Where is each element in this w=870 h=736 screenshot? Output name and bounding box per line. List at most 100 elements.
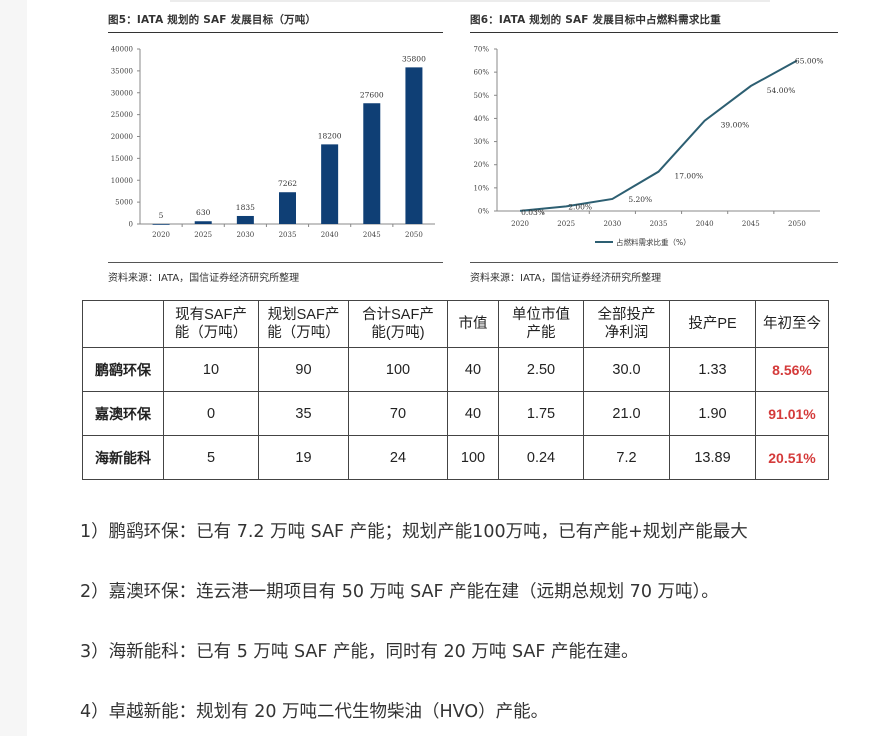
svg-text:0%: 0% — [478, 208, 489, 216]
svg-text:占燃料需求比重（%）: 占燃料需求比重（%） — [616, 237, 691, 247]
table-row: 嘉澳环保 0 35 70 40 1.75 21.0 1.90 91.01% — [82, 391, 829, 436]
header-pe: 投产PE — [669, 300, 756, 348]
svg-text:5000: 5000 — [115, 199, 133, 207]
header-market-cap: 市值 — [447, 300, 499, 348]
svg-text:10%: 10% — [473, 184, 489, 192]
ytd-return: 8.56% — [755, 347, 829, 392]
header-existing-capacity: 现有SAF产 能（万吨） — [163, 300, 259, 348]
total-capacity: 100 — [348, 347, 448, 392]
svg-text:30000: 30000 — [111, 89, 133, 97]
header-ytd: 年初至今 — [755, 300, 829, 348]
svg-text:630: 630 — [196, 208, 211, 217]
company-name: 海新能科 — [82, 435, 164, 480]
market-cap: 100 — [447, 435, 499, 480]
svg-text:18200: 18200 — [318, 131, 342, 140]
svg-text:2020: 2020 — [152, 231, 170, 239]
line-chart: 0% 10% 20% 30% 40% 50% 60% 70% 2020 2025 2030 2035 2… — [473, 46, 824, 248]
table-row: 海新能科 5 19 24 100 0.24 7.2 13.89 20.51% — [82, 435, 829, 480]
bar-chart: 0 5000 10000 15000 20000 25000 30000 35000 40000… — [111, 46, 435, 239]
svg-text:20%: 20% — [473, 161, 489, 169]
svg-text:2035: 2035 — [279, 231, 297, 239]
svg-text:17.00%: 17.00% — [675, 172, 704, 181]
table-row: 鹏鹞环保 10 90 100 40 2.50 30.0 1.33 8.56% — [82, 347, 829, 392]
market-cap: 40 — [447, 391, 499, 436]
svg-text:2035: 2035 — [650, 220, 668, 228]
figure-5-title: 图5：IATA 规划的 SAF 发展目标（万吨） — [108, 12, 443, 33]
total-capacity: 24 — [348, 435, 448, 480]
full-profit: 30.0 — [583, 347, 670, 392]
svg-text:0.03%: 0.03% — [521, 208, 545, 217]
svg-text:70%: 70% — [473, 46, 489, 54]
company-name: 鹏鹞环保 — [82, 347, 164, 392]
figure-6: 图6：IATA 规划的 SAF 发展目标中占燃料需求比重 — [470, 12, 838, 33]
svg-text:2050: 2050 — [405, 231, 423, 239]
saf-capacity-table: 现有SAF产 能（万吨） 规划SAF产 能（万吨） 合计SAF产 能(万吨) 市值 单… — [82, 300, 829, 480]
svg-text:15000: 15000 — [111, 155, 133, 163]
total-capacity: 70 — [348, 391, 448, 436]
svg-text:50%: 50% — [473, 92, 489, 100]
svg-text:2050: 2050 — [788, 220, 806, 228]
svg-text:2045: 2045 — [363, 231, 381, 239]
planned-capacity: 35 — [258, 391, 349, 436]
header-blank — [82, 300, 164, 348]
svg-text:30%: 30% — [473, 138, 489, 146]
svg-text:5: 5 — [159, 211, 164, 220]
ytd-return: 20.51% — [755, 435, 829, 480]
svg-text:10000: 10000 — [111, 177, 133, 185]
divider — [170, 0, 770, 2]
header-planned-capacity: 规划SAF产 能（万吨） — [258, 300, 349, 348]
svg-text:40%: 40% — [473, 115, 489, 123]
svg-text:27600: 27600 — [360, 90, 384, 99]
paragraph-4: 4）卓越新能：规划有 20 万吨二代生物柴油（HVO）产能。 — [80, 702, 549, 722]
pe: 13.89 — [669, 435, 756, 480]
header-total-capacity: 合计SAF产 能(万吨) — [348, 300, 448, 348]
svg-text:5.20%: 5.20% — [628, 195, 652, 204]
svg-text:39.00%: 39.00% — [721, 121, 750, 130]
svg-text:65.00%: 65.00% — [795, 57, 824, 66]
company-name: 嘉澳环保 — [82, 391, 164, 436]
capacity-per-mcap: 1.75 — [498, 391, 584, 436]
pe: 1.33 — [669, 347, 756, 392]
svg-text:2.00%: 2.00% — [568, 202, 592, 211]
paragraph-3: 3）海新能科：已有 5 万吨 SAF 产能，同时有 20 万吨 SAF 产能在建… — [80, 642, 639, 662]
svg-text:2025: 2025 — [194, 231, 212, 239]
svg-text:60%: 60% — [473, 69, 489, 77]
figure-5-source: 资料来源：IATA，国信证券经济研究所整理 — [108, 262, 443, 284]
svg-text:7262: 7262 — [278, 179, 297, 188]
svg-text:2040: 2040 — [696, 220, 714, 228]
svg-text:2040: 2040 — [321, 231, 339, 239]
pe: 1.90 — [669, 391, 756, 436]
svg-text:0: 0 — [129, 221, 133, 229]
existing-capacity: 5 — [163, 435, 259, 480]
svg-text:1835: 1835 — [236, 203, 255, 212]
svg-text:54.00%: 54.00% — [767, 86, 796, 95]
svg-text:40000: 40000 — [111, 46, 133, 54]
figure-5: 图5：IATA 规划的 SAF 发展目标（万吨） — [108, 12, 443, 33]
header-full-profit: 全部投产 净利润 — [583, 300, 670, 348]
existing-capacity: 10 — [163, 347, 259, 392]
svg-text:2025: 2025 — [557, 220, 575, 228]
full-profit: 7.2 — [583, 435, 670, 480]
figure-6-title: 图6：IATA 规划的 SAF 发展目标中占燃料需求比重 — [470, 12, 838, 33]
figure-6-source: 资料来源：IATA，国信证券经济研究所整理 — [470, 262, 838, 284]
capacity-per-mcap: 0.24 — [498, 435, 584, 480]
svg-text:2030: 2030 — [236, 231, 254, 239]
capacity-per-mcap: 2.50 — [498, 347, 584, 392]
ytd-return: 91.01% — [755, 391, 829, 436]
paragraph-2: 2）嘉澳环保：连云港一期项目有 50 万吨 SAF 产能在建（远期总规划 70 … — [80, 582, 719, 602]
svg-text:2020: 2020 — [511, 220, 529, 228]
svg-text:25000: 25000 — [111, 111, 133, 119]
market-cap: 40 — [447, 347, 499, 392]
table-header-row: 现有SAF产 能（万吨） 规划SAF产 能（万吨） 合计SAF产 能(万吨) 市值 单… — [82, 300, 829, 348]
planned-capacity: 19 — [258, 435, 349, 480]
svg-text:35800: 35800 — [402, 54, 426, 63]
svg-text:2030: 2030 — [603, 220, 621, 228]
existing-capacity: 0 — [163, 391, 259, 436]
paragraph-1: 1）鹏鹞环保：已有 7.2 万吨 SAF 产能；规划产能100万吨，已有产能+规… — [80, 522, 748, 542]
planned-capacity: 90 — [258, 347, 349, 392]
full-profit: 21.0 — [583, 391, 670, 436]
header-capacity-per-mcap: 单位市值 产能 — [498, 300, 584, 348]
svg-text:35000: 35000 — [111, 67, 133, 75]
svg-text:2045: 2045 — [742, 220, 760, 228]
svg-text:20000: 20000 — [111, 133, 133, 141]
